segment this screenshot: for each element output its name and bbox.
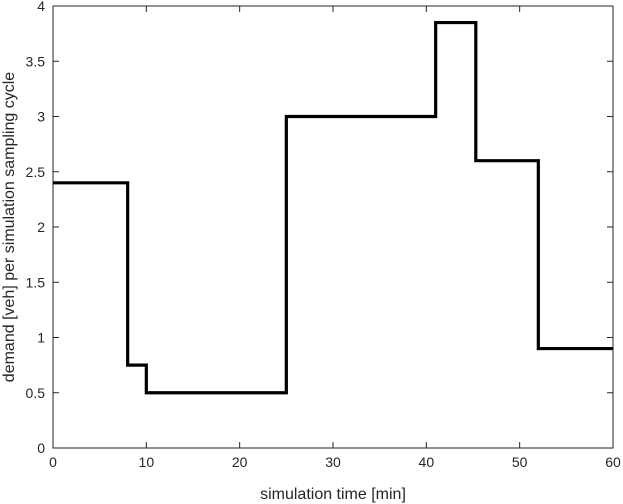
y-tick-label: 0.5 [26,385,46,401]
x-tick-label: 10 [139,454,155,470]
series-group [53,20,613,395]
y-tick-label: 0 [37,440,45,456]
y-tick-label: 1 [37,330,45,346]
y-tick-label: 4 [37,0,45,14]
x-axis-label: simulation time [min] [260,486,406,503]
y-axis-label: demand [veh] per simulation sampling cyc… [1,72,18,382]
y-tick-label: 2.5 [26,164,46,180]
demand-step-line [53,20,613,395]
plot-frame [52,5,614,449]
x-tick-label: 20 [232,454,248,470]
x-tick-label: 0 [49,454,57,470]
y-tick-label: 3 [37,109,45,125]
y-tick-label: 3.5 [26,53,46,69]
y-tick-label: 2 [37,219,45,235]
x-axis-ticks: 0 10 20 30 40 50 60 [49,6,621,470]
y-axis-ticks: 0 0.5 1 1.5 2 2.5 3 3.5 4 [26,0,613,456]
x-tick-label: 50 [512,454,528,470]
x-tick-label: 60 [605,454,621,470]
x-tick-label: 30 [325,454,341,470]
y-tick-label: 1.5 [26,274,46,290]
x-tick-label: 40 [419,454,435,470]
